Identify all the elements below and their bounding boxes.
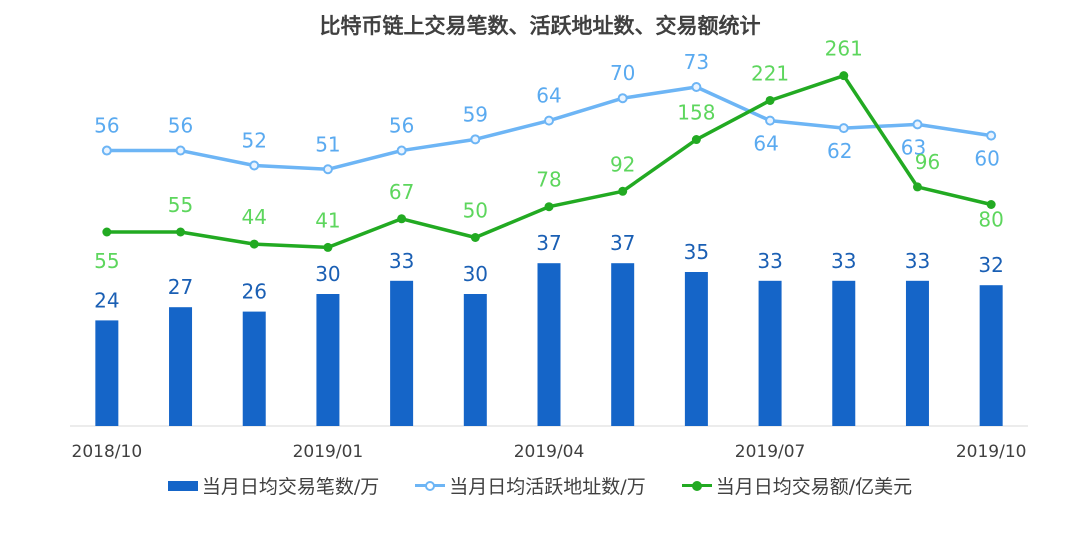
bar-transactions <box>905 280 929 426</box>
data-label-active-addresses: 70 <box>610 61 635 85</box>
bar-transactions <box>463 294 487 426</box>
data-label-transaction-volume: 50 <box>463 199 488 223</box>
data-label-transactions: 37 <box>610 231 635 255</box>
legend-line-swatch <box>681 480 712 491</box>
point-transaction-volume <box>839 71 849 81</box>
point-active-addresses <box>986 130 997 141</box>
data-label-transaction-volume: 80 <box>978 208 1003 232</box>
point-active-addresses <box>838 123 849 134</box>
point-active-addresses <box>101 145 112 156</box>
data-label-transaction-volume: 261 <box>825 37 863 61</box>
point-transaction-volume <box>176 227 186 237</box>
data-label-transactions: 27 <box>168 275 193 299</box>
data-label-active-addresses: 73 <box>684 50 709 74</box>
data-label-transactions: 33 <box>389 249 414 273</box>
x-tick-label: 2019/01 <box>293 442 364 462</box>
data-label-active-addresses: 63 <box>901 135 926 159</box>
data-label-active-addresses: 52 <box>242 129 267 153</box>
bar-transactions <box>316 294 340 426</box>
bar-transactions <box>758 280 782 426</box>
point-transaction-volume <box>102 227 112 237</box>
point-transaction-volume <box>618 186 628 196</box>
data-label-transactions: 35 <box>684 240 709 264</box>
data-label-transaction-volume: 158 <box>677 101 715 125</box>
data-label-active-addresses: 51 <box>315 132 340 156</box>
data-label-transaction-volume: 44 <box>242 205 267 229</box>
point-active-addresses <box>396 145 407 156</box>
point-transaction-volume <box>249 239 259 249</box>
data-label-transactions: 33 <box>831 249 856 273</box>
bar-transactions <box>684 272 708 426</box>
data-label-transactions: 30 <box>463 262 488 286</box>
point-transaction-volume <box>544 202 554 212</box>
legend: 当月日均交易笔数/万 当月日均活跃地址数/万 当月日均交易额/亿美元 <box>0 472 1080 499</box>
data-label-transactions: 26 <box>242 280 267 304</box>
data-label-active-addresses: 56 <box>94 114 119 138</box>
data-label-transaction-volume: 41 <box>315 208 340 232</box>
data-label-active-addresses: 59 <box>463 102 488 126</box>
bar-transactions <box>537 263 561 426</box>
point-active-addresses <box>617 93 628 104</box>
data-label-active-addresses: 64 <box>753 132 778 156</box>
legend-label: 当月日均活跃地址数/万 <box>449 476 646 498</box>
x-tick-label: 2019/04 <box>514 442 585 462</box>
point-transaction-volume <box>912 182 922 192</box>
data-label-transaction-volume: 92 <box>610 152 635 176</box>
data-label-transaction-volume: 67 <box>389 180 414 204</box>
x-tick-label: 2019/07 <box>735 442 806 462</box>
bar-transactions <box>390 280 414 426</box>
data-label-active-addresses: 60 <box>974 147 999 171</box>
point-active-addresses <box>322 164 333 175</box>
point-transaction-volume <box>765 95 775 105</box>
point-active-addresses <box>249 160 260 171</box>
point-active-addresses <box>765 115 776 126</box>
data-label-transactions: 24 <box>94 288 119 312</box>
x-tick-label: 2019/10 <box>956 442 1027 462</box>
point-transaction-volume <box>397 214 407 224</box>
data-label-transactions: 33 <box>905 249 930 273</box>
data-label-transaction-volume: 55 <box>168 193 193 217</box>
bar-transactions <box>169 307 193 426</box>
data-label-transaction-volume: 221 <box>751 61 789 85</box>
legend-label: 当月日均交易额/亿美元 <box>715 476 913 498</box>
bar-transactions <box>832 280 856 426</box>
chart-title: 比特币链上交易笔数、活跃地址数、交易额统计 <box>319 14 761 38</box>
legend-item-transaction-volume: 当月日均交易额/亿美元 <box>681 472 913 499</box>
point-active-addresses <box>175 145 186 156</box>
point-active-addresses <box>544 115 554 126</box>
data-label-transaction-volume: 55 <box>94 249 119 273</box>
data-label-transactions: 33 <box>757 249 782 273</box>
data-label-transaction-volume: 78 <box>536 168 561 192</box>
legend-item-active-addresses: 当月日均活跃地址数/万 <box>415 472 646 499</box>
point-transaction-volume <box>323 242 333 252</box>
point-active-addresses <box>912 119 923 130</box>
legend-bar-swatch <box>167 480 198 491</box>
legend-label: 当月日均交易笔数/万 <box>201 476 380 498</box>
data-label-active-addresses: 56 <box>168 114 193 138</box>
point-active-addresses <box>691 81 702 92</box>
legend-line-swatch <box>415 480 446 491</box>
bar-transactions <box>979 285 1003 426</box>
data-label-transaction-volume: 96 <box>915 150 940 174</box>
data-label-transactions: 37 <box>536 231 561 255</box>
data-label-transactions: 32 <box>978 253 1003 277</box>
bar-transactions <box>242 311 266 426</box>
bar-transactions <box>95 320 119 426</box>
data-label-active-addresses: 64 <box>536 84 561 108</box>
point-active-addresses <box>470 134 481 145</box>
point-transaction-volume <box>691 135 701 145</box>
point-transaction-volume <box>470 233 480 242</box>
bar-transactions <box>611 263 635 426</box>
x-tick-label: 2018/10 <box>72 442 143 462</box>
legend-item-transactions: 当月日均交易笔数/万 <box>167 472 380 499</box>
data-label-transactions: 30 <box>315 262 340 286</box>
data-label-active-addresses: 56 <box>389 114 414 138</box>
point-transaction-volume <box>986 200 996 209</box>
data-label-active-addresses: 62 <box>827 139 852 163</box>
